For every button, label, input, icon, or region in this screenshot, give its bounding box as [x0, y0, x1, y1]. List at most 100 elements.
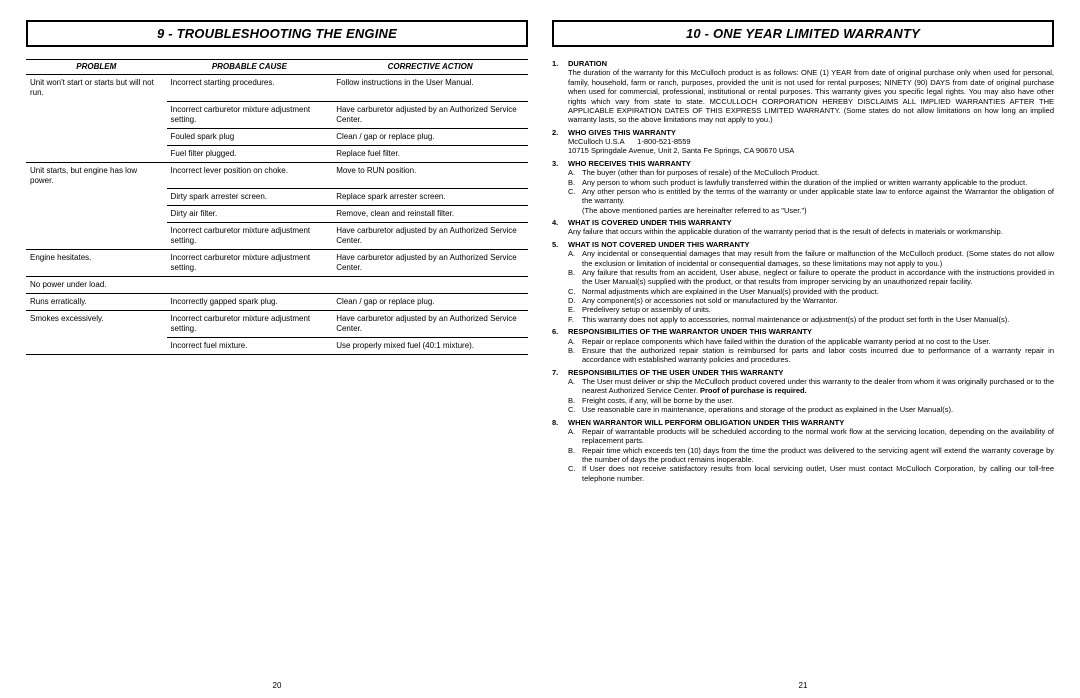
- warranty-sublist: The buyer (other than for purposes of re…: [568, 168, 1054, 206]
- warranty-item-heading: What Is Not Covered Under This Warranty: [568, 240, 1054, 249]
- cell-problem: [26, 338, 167, 355]
- warranty-item: What Is Covered Under This WarrantyAny f…: [552, 218, 1054, 237]
- table-row: Incorrect carburetor mixture adjustment …: [26, 101, 528, 128]
- cell-action: Have carburetor adjusted by an Authorize…: [332, 101, 528, 128]
- table-row: No power under load.: [26, 277, 528, 294]
- warranty-subitem: Ensure that the authorized repair statio…: [568, 346, 1054, 365]
- cell-cause: Incorrect carburetor mixture adjustment …: [167, 311, 333, 338]
- cell-problem: Unit won't start or starts but will not …: [26, 75, 167, 102]
- cell-problem: [26, 128, 167, 145]
- warranty-item: What Is Not Covered Under This WarrantyA…: [552, 240, 1054, 324]
- cell-action: Replace spark arrester screen.: [332, 189, 528, 206]
- table-row: Dirty air filter.Remove, clean and reins…: [26, 206, 528, 223]
- table-row: Unit won't start or starts but will not …: [26, 75, 528, 102]
- warranty-subitem: Any component(s) or accessories not sold…: [568, 296, 1054, 305]
- warranty-item: When Warrantor Will Perform Obligation U…: [552, 418, 1054, 484]
- table-row: Fouled spark plugClean / gap or replace …: [26, 128, 528, 145]
- warranty-item-heading: When Warrantor Will Perform Obligation U…: [568, 418, 1054, 427]
- col-action: CORRECTIVE ACTION: [332, 60, 528, 75]
- cell-problem: [26, 206, 167, 223]
- table-row: Smokes excessively.Incorrect carburetor …: [26, 311, 528, 338]
- cell-cause: Incorrect starting procedures.: [167, 75, 333, 102]
- cell-cause: Incorrect carburetor mixture adjustment …: [167, 250, 333, 277]
- warranty-item-body: Any failure that occurs within the appli…: [568, 227, 1054, 236]
- warranty-item-body: The duration of the warranty for this Mc…: [568, 68, 1054, 124]
- warranty-subitem: Normal adjustments which are explained i…: [568, 287, 1054, 296]
- warranty-sublist: The User must deliver or ship the McCull…: [568, 377, 1054, 415]
- table-row: Incorrect carburetor mixture adjustment …: [26, 223, 528, 250]
- page: 9 - TROUBLESHOOTING THE ENGINE PROBLEM P…: [0, 0, 1080, 698]
- cell-problem: Unit starts, but engine has low power.: [26, 162, 167, 189]
- warranty-subitem: Repair of warrantable products will be s…: [568, 427, 1054, 446]
- warranty-item: Responsibilities of the User Under This …: [552, 368, 1054, 415]
- cell-cause: [167, 277, 333, 294]
- cell-cause: Incorrect carburetor mixture adjustment …: [167, 223, 333, 250]
- cell-cause: Fouled spark plug: [167, 128, 333, 145]
- col-problem: PROBLEM: [26, 60, 167, 75]
- warranty-sublist: Repair or replace components which have …: [568, 337, 1054, 365]
- cell-action: Clean / gap or replace plug.: [332, 294, 528, 311]
- cell-problem: [26, 189, 167, 206]
- page-number-left: 20: [26, 675, 528, 690]
- cell-problem: [26, 101, 167, 128]
- warranty-sublist: Any incidental or consequential damages …: [568, 249, 1054, 324]
- warranty-subitem: Freight costs, if any, will be borne by …: [568, 396, 1054, 405]
- warranty-subitem: Any failure that results from an acciden…: [568, 268, 1054, 287]
- table-row: Fuel filter plugged.Replace fuel filter.: [26, 145, 528, 162]
- cell-problem: Engine hesitates.: [26, 250, 167, 277]
- cell-problem: Smokes excessively.: [26, 311, 167, 338]
- cell-action: Have carburetor adjusted by an Authorize…: [332, 250, 528, 277]
- warranty-item: Responsibilities of the Warrantor Under …: [552, 327, 1054, 365]
- table-row: Runs erratically.Incorrectly gapped spar…: [26, 294, 528, 311]
- cell-cause: Incorrectly gapped spark plug.: [167, 294, 333, 311]
- cell-cause: Incorrect carburetor mixture adjustment …: [167, 101, 333, 128]
- cell-cause: Dirty spark arrester screen.: [167, 189, 333, 206]
- cell-cause: Incorrect lever position on choke.: [167, 162, 333, 189]
- table-row: Dirty spark arrester screen.Replace spar…: [26, 189, 528, 206]
- warranty-tail: (The above mentioned parties are hereina…: [568, 206, 1054, 215]
- cell-action: Remove, clean and reinstall filter.: [332, 206, 528, 223]
- warranty-item-heading: Who Gives This Warranty: [568, 128, 1054, 137]
- warranty-item-heading: Responsibilities of the Warrantor Under …: [568, 327, 1054, 336]
- troubleshooting-header: 9 - TROUBLESHOOTING THE ENGINE: [26, 20, 528, 47]
- cell-cause: Incorrect fuel mixture.: [167, 338, 333, 355]
- right-column: 10 - ONE YEAR LIMITED WARRANTY DurationT…: [540, 20, 1066, 690]
- warranty-subitem: Repair time which exceeds ten (10) days …: [568, 446, 1054, 465]
- cell-action: Use properly mixed fuel (40:1 mixture).: [332, 338, 528, 355]
- cell-action: Have carburetor adjusted by an Authorize…: [332, 311, 528, 338]
- cell-action: [332, 277, 528, 294]
- warranty-subitem: The buyer (other than for purposes of re…: [568, 168, 1054, 177]
- cell-action: Have carburetor adjusted by an Authorize…: [332, 223, 528, 250]
- cell-problem: No power under load.: [26, 277, 167, 294]
- cell-action: Clean / gap or replace plug.: [332, 128, 528, 145]
- col-cause: PROBABLE CAUSE: [167, 60, 333, 75]
- page-number-right: 21: [552, 675, 1054, 690]
- warranty-subitem: Predelivery setup or assembly of units.: [568, 305, 1054, 314]
- warranty-contact-line: McCulloch U.S.A 1-800-521-8559: [568, 137, 1054, 146]
- left-column: 9 - TROUBLESHOOTING THE ENGINE PROBLEM P…: [14, 20, 540, 690]
- table-row: Incorrect fuel mixture.Use properly mixe…: [26, 338, 528, 355]
- cell-problem: Runs erratically.: [26, 294, 167, 311]
- cell-action: Replace fuel filter.: [332, 145, 528, 162]
- warranty-subitem: This warranty does not apply to accessor…: [568, 315, 1054, 324]
- warranty-subitem: Any person to whom such product is lawfu…: [568, 178, 1054, 187]
- warranty-body: DurationThe duration of the warranty for…: [552, 59, 1054, 486]
- warranty-item-heading: Who Receives This Warranty: [568, 159, 1054, 168]
- cell-action: Follow instructions in the User Manual.: [332, 75, 528, 102]
- cell-problem: [26, 223, 167, 250]
- warranty-subitem: Use reasonable care in maintenance, oper…: [568, 405, 1054, 414]
- warranty-subitem: If User does not receive satisfactory re…: [568, 464, 1054, 483]
- warranty-item: Who Gives This WarrantyMcCulloch U.S.A 1…: [552, 128, 1054, 156]
- warranty-subitem: The User must deliver or ship the McCull…: [568, 377, 1054, 396]
- table-row: Unit starts, but engine has low power.In…: [26, 162, 528, 189]
- warranty-subitem: Any incidental or consequential damages …: [568, 249, 1054, 268]
- warranty-header: 10 - ONE YEAR LIMITED WARRANTY: [552, 20, 1054, 47]
- warranty-contact-address: 10715 Springdale Avenue, Unit 2, Santa F…: [568, 146, 1054, 155]
- warranty-subitem: Any other person who is entitled by the …: [568, 187, 1054, 206]
- table-row: Engine hesitates.Incorrect carburetor mi…: [26, 250, 528, 277]
- cell-action: Move to RUN position.: [332, 162, 528, 189]
- cell-problem: [26, 145, 167, 162]
- cell-cause: Fuel filter plugged.: [167, 145, 333, 162]
- troubleshooting-table: PROBLEM PROBABLE CAUSE CORRECTIVE ACTION…: [26, 59, 528, 355]
- warranty-sublist: Repair of warrantable products will be s…: [568, 427, 1054, 483]
